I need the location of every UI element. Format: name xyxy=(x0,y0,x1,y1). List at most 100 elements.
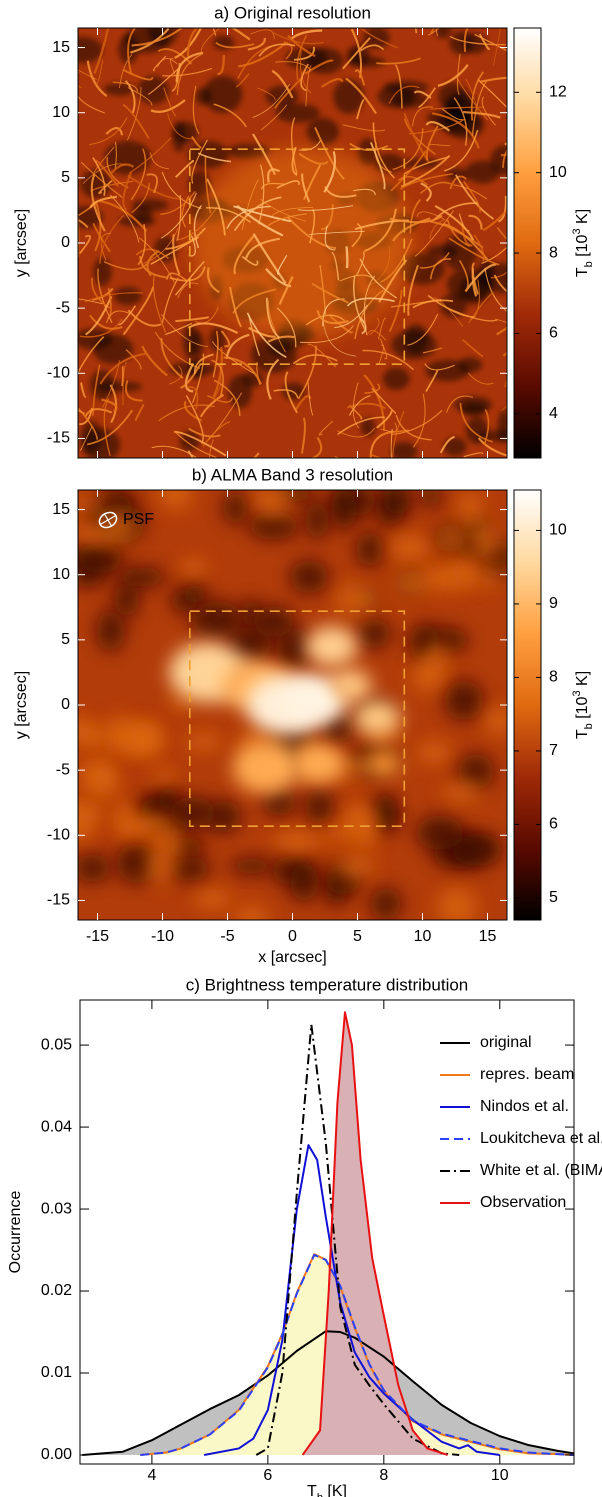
filament xyxy=(322,320,356,357)
mid-patch xyxy=(273,829,322,854)
filament xyxy=(463,452,484,458)
label-part: K] xyxy=(574,209,591,229)
filament xyxy=(89,195,117,209)
legend-label: repres. beam xyxy=(480,1066,574,1083)
filament xyxy=(122,286,155,336)
mid-patch xyxy=(335,582,379,616)
filament xyxy=(435,28,439,37)
y-tick-label: 10 xyxy=(52,566,70,583)
filament xyxy=(429,258,451,280)
filament xyxy=(449,35,506,46)
filament xyxy=(92,157,106,196)
filament xyxy=(467,372,494,385)
filament xyxy=(504,327,507,388)
filament xyxy=(429,143,451,147)
filament xyxy=(157,48,193,65)
y-tick-label: 0.02 xyxy=(41,1282,72,1299)
colorbar-tick-label: 4 xyxy=(549,405,558,422)
dark-patch xyxy=(457,753,495,790)
filament xyxy=(493,274,507,293)
filament xyxy=(474,33,507,52)
y-tick-label: 10 xyxy=(52,104,70,121)
filament xyxy=(135,248,169,260)
filament xyxy=(305,65,312,107)
mid-patch xyxy=(335,854,374,880)
filament xyxy=(103,261,148,271)
filament xyxy=(287,34,316,58)
dark-patch xyxy=(117,567,166,588)
filament xyxy=(300,417,306,454)
dark-patch xyxy=(168,857,211,882)
filament xyxy=(275,61,312,71)
filament xyxy=(131,28,183,47)
filament xyxy=(273,32,324,45)
dark-patch xyxy=(440,293,468,318)
panel-title: b) ALMA Band 3 resolution xyxy=(192,465,393,484)
filament xyxy=(389,214,443,224)
bright-patch xyxy=(305,626,358,667)
filament xyxy=(80,382,87,399)
filament xyxy=(316,310,349,325)
mid-patch xyxy=(253,490,293,518)
filament xyxy=(187,322,239,334)
colorbar-label: Tb [103 K] xyxy=(571,209,595,277)
colorbar-label: Tb [103 K] xyxy=(571,671,595,739)
y-tick-label: -10 xyxy=(47,827,70,844)
filament xyxy=(420,182,432,202)
filament xyxy=(311,282,349,304)
filament xyxy=(268,300,286,353)
series-line xyxy=(255,1023,460,1456)
filament xyxy=(128,137,172,174)
filament xyxy=(430,106,484,110)
filament xyxy=(162,67,213,77)
mid-patch xyxy=(476,566,503,588)
filament xyxy=(233,234,255,275)
dark-patch xyxy=(390,441,418,458)
filament xyxy=(122,103,150,139)
filament xyxy=(429,219,446,239)
dark-patch xyxy=(229,857,274,875)
filament xyxy=(456,53,461,95)
filament xyxy=(482,208,507,232)
filament xyxy=(241,178,259,231)
dark-patch xyxy=(78,853,111,883)
filament xyxy=(334,304,368,329)
filament xyxy=(109,384,118,424)
filament xyxy=(127,309,162,327)
filament xyxy=(187,450,195,458)
filament xyxy=(311,436,323,458)
y-axis-label: Occurrence xyxy=(7,1191,24,1274)
filament xyxy=(78,71,80,74)
filament xyxy=(122,68,154,81)
filament xyxy=(480,76,507,83)
bright-region xyxy=(192,148,413,338)
filament xyxy=(355,251,365,276)
filament xyxy=(215,42,255,49)
mid-patch xyxy=(145,850,174,885)
mid-patch xyxy=(388,533,431,562)
filament xyxy=(80,161,123,198)
filament xyxy=(356,99,365,120)
filament xyxy=(490,271,507,279)
colorbar-tick-label: 8 xyxy=(549,669,558,686)
mid-patch xyxy=(456,492,485,528)
mid-patch xyxy=(411,657,445,694)
filament xyxy=(372,122,395,179)
filament xyxy=(331,251,340,281)
filament xyxy=(114,141,117,169)
filament xyxy=(318,420,334,436)
filament xyxy=(351,223,363,248)
filament xyxy=(152,275,166,333)
filament xyxy=(391,410,405,458)
x-axis-label: x [arcsec] xyxy=(258,949,326,966)
filament xyxy=(307,343,337,368)
y-tick-label: 0.00 xyxy=(41,1446,72,1463)
y-tick-label: 0.04 xyxy=(41,1118,72,1135)
filament xyxy=(284,371,298,414)
filament xyxy=(445,395,474,413)
filament xyxy=(124,380,143,402)
label-part: T xyxy=(574,267,591,277)
filament xyxy=(258,164,265,225)
filament xyxy=(92,223,111,253)
filament xyxy=(246,312,287,359)
